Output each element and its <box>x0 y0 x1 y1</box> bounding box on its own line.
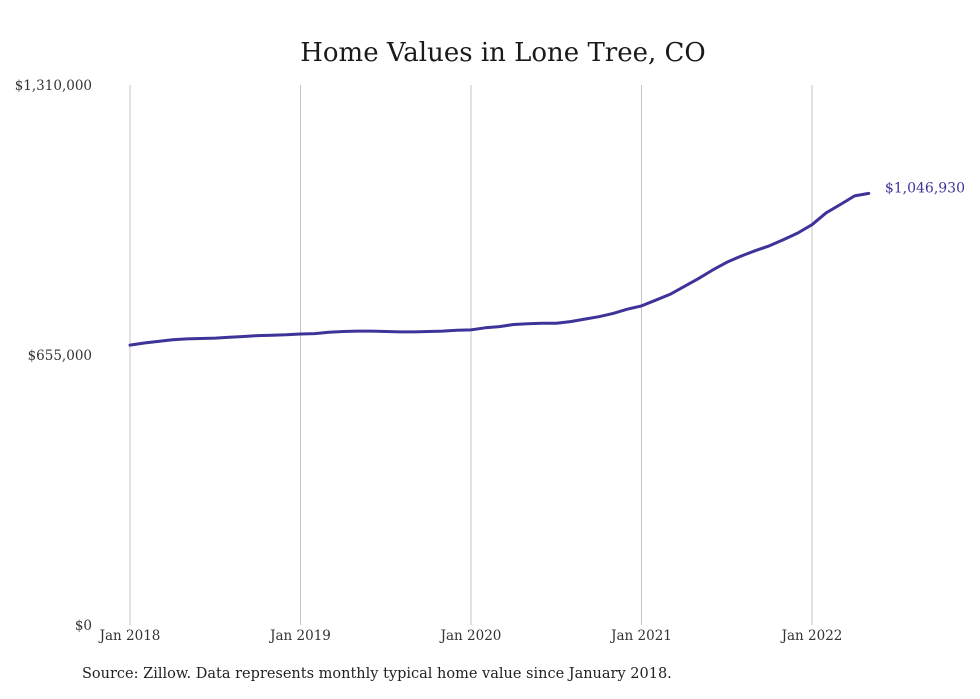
chart-title: Home Values in Lone Tree, CO <box>300 38 706 68</box>
y-tick-label: $655,000 <box>28 348 92 364</box>
grid-layer <box>129 85 813 625</box>
source-note: Source: Zillow. Data represents monthly … <box>82 666 672 682</box>
y-axis-ticks: $0 $655,000 $1,310,000 <box>15 78 92 634</box>
x-axis-ticks: Jan 2018 Jan 2019 Jan 2020 Jan 2021 Jan 2022 <box>98 628 843 644</box>
y-tick-label: $1,310,000 <box>15 78 92 94</box>
x-tick-label: Jan 2018 <box>98 628 161 644</box>
end-label-layer: $1,046,930 <box>885 180 965 196</box>
series-layer <box>128 191 871 347</box>
x-tick-label: Jan 2021 <box>609 628 672 644</box>
x-tick-label: Jan 2022 <box>780 628 843 644</box>
x-tick-label: Jan 2020 <box>439 628 502 644</box>
end-value-label: $1,046,930 <box>885 180 965 196</box>
y-tick-label: $0 <box>75 618 92 634</box>
x-tick-label: Jan 2019 <box>268 628 331 644</box>
series-line <box>128 191 871 347</box>
